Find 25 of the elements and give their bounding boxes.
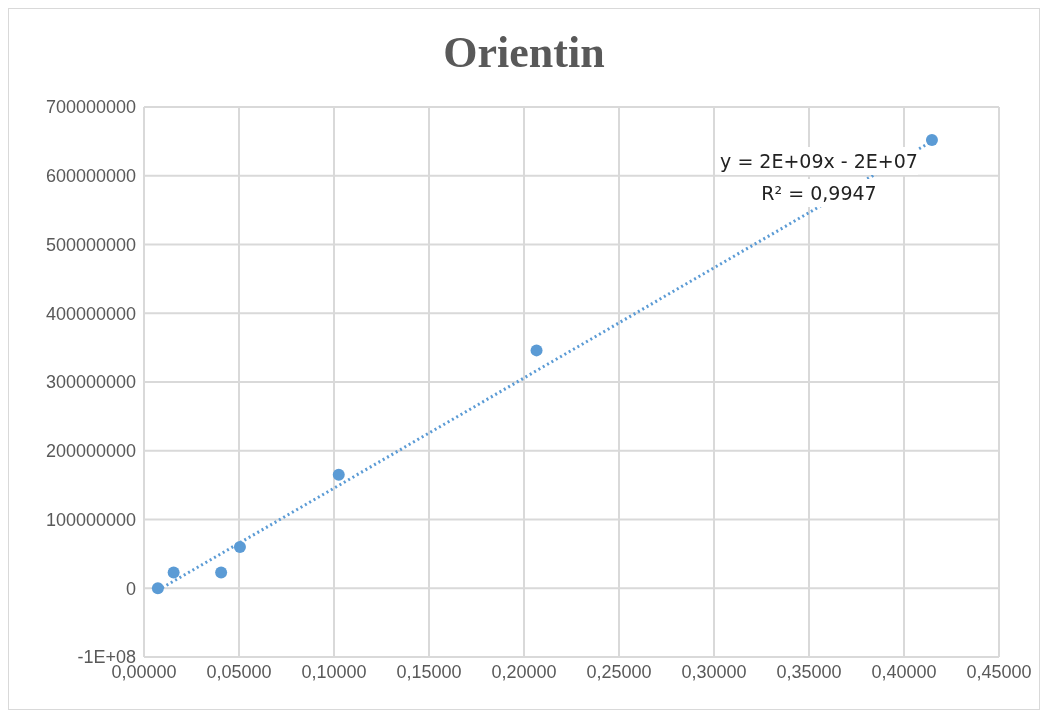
- chart-title: Orientin: [442, 27, 606, 79]
- x-tick-label: 0,40000: [871, 661, 937, 682]
- y-tick-label: 300000000: [45, 372, 136, 393]
- y-tick-label: 500000000: [45, 234, 136, 255]
- y-tick-label: 700000000: [45, 97, 136, 118]
- point: [332, 468, 345, 481]
- annotation: R² = 0,9947: [761, 179, 877, 207]
- x-tick-label: 0,30000: [681, 661, 747, 682]
- annotation: y = 2E+09x - 2E+07: [720, 147, 918, 175]
- x-tick-label: 0,15000: [396, 661, 462, 682]
- x-tick-label: 0,20000: [491, 661, 557, 682]
- x-tick-label: 0,35000: [776, 661, 842, 682]
- point: [167, 566, 180, 579]
- y-tick-label: 600000000: [45, 166, 136, 187]
- y-tick-label: 200000000: [45, 441, 136, 462]
- point: [925, 134, 938, 146]
- x-tick-label: 0,10000: [301, 661, 367, 682]
- x-tick-label: 0,25000: [586, 661, 652, 682]
- x-tick-label: 0,05000: [206, 661, 272, 682]
- y-tick-label: 400000000: [45, 303, 136, 324]
- point: [215, 566, 228, 579]
- y-tick-label: 100000000: [45, 509, 136, 530]
- point: [530, 344, 543, 357]
- y-tick-label: 0: [125, 578, 136, 599]
- x-tick-label: 0,45000: [966, 661, 1032, 682]
